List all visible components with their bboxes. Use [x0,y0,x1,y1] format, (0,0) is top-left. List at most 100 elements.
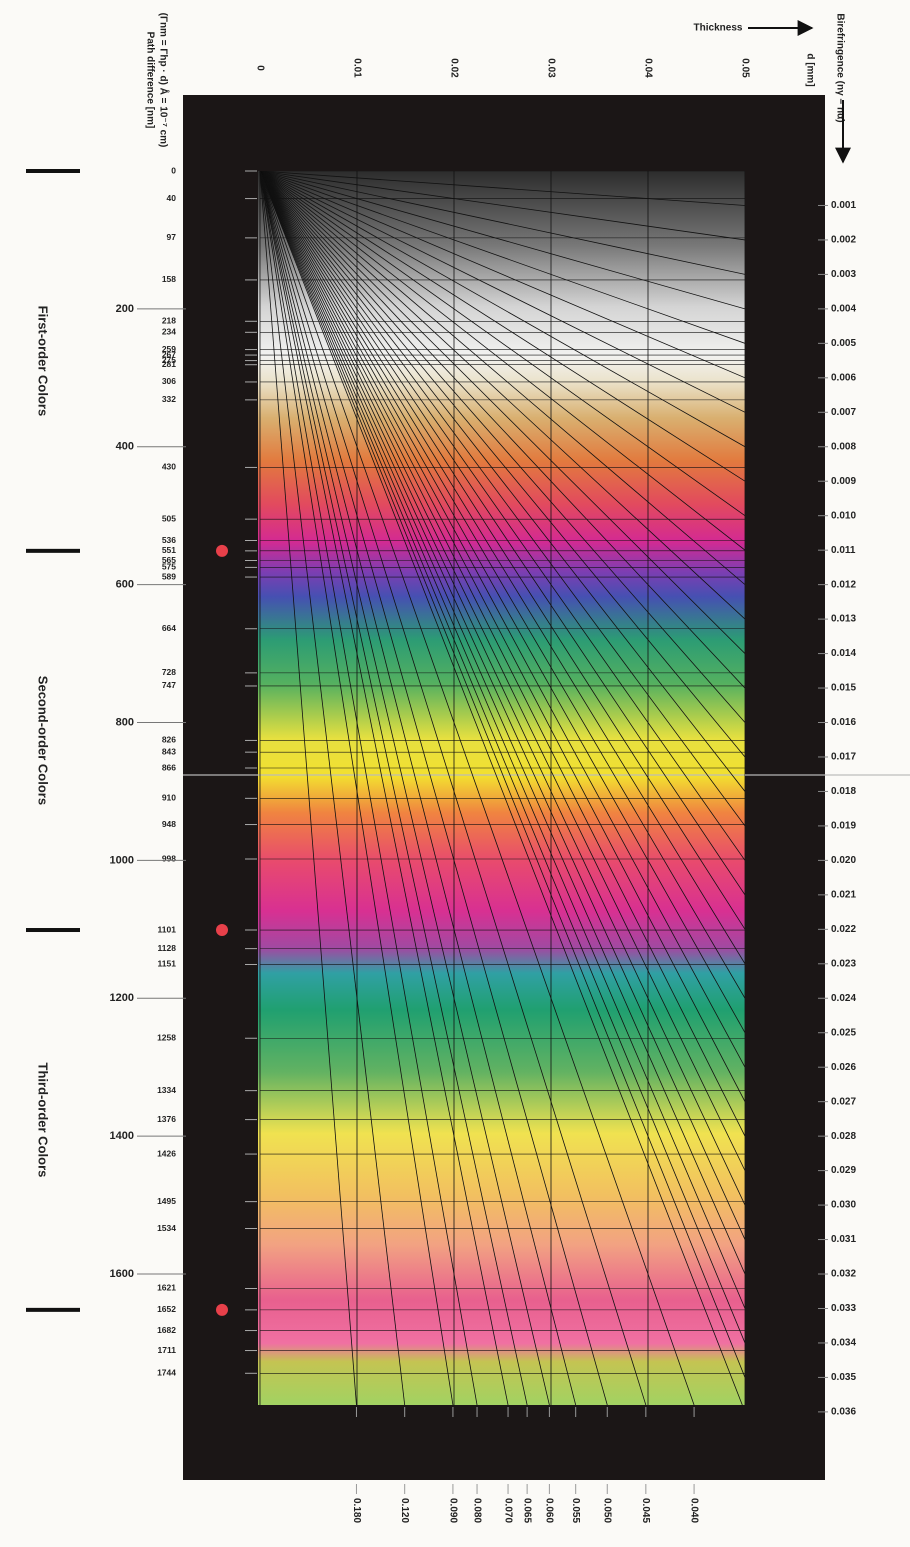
color-tick-label: 0 [171,165,176,175]
color-tick-label: 306 [162,376,176,386]
color-tick-label: 551 [162,545,176,555]
order-dot [216,924,228,936]
color-tick-label: 40 [167,193,177,203]
color-tick-label: 948 [162,819,176,829]
color-tick-label: 747 [162,680,176,690]
birefringence-bottom-label: 0.080 [471,1498,482,1523]
birefringence-tick-label: 0.001 [831,200,856,211]
birefringence-tick-label: 0.003 [831,269,856,280]
y-tick-label: 1000 [110,854,134,866]
color-tick-label: 536 [162,535,176,545]
birefringence-bottom-label: 0.120 [399,1498,410,1523]
birefringence-bottom-label: 0.060 [544,1498,555,1523]
color-tick-label: 97 [167,232,177,242]
birefringence-bottom-label: 0.040 [688,1498,699,1523]
x-label: Thickness [694,23,743,34]
x-tick-label: 0.04 [642,58,653,78]
y-tick-label: 600 [116,579,134,591]
order-bar [26,169,80,173]
color-tick-label: 281 [162,359,176,369]
order-label: First-order Colors [36,306,51,417]
color-tick-label: 910 [162,793,176,803]
birefringence-tick-label: 0.009 [831,476,856,487]
birefringence-tick-label: 0.020 [831,855,856,866]
birefringence-tick-label: 0.008 [831,441,856,452]
birefringence-tick-label: 0.024 [831,993,856,1004]
color-tick-label: 430 [162,462,176,472]
birefringence-bottom-label: 0.050 [602,1498,613,1523]
birefringence-tick-label: 0.019 [831,821,856,832]
chart: Thickness d [mm] Birefringence (nγ − nα)… [0,0,910,1547]
y-tick-label: 1400 [110,1130,134,1142]
x-unit-label: d [mm] [804,53,815,86]
color-tick-label: 1151 [158,959,177,969]
birefringence-tick-label: 0.011 [831,545,856,556]
birefringence-tick-label: 0.031 [831,1234,856,1245]
y-tick-label: 800 [116,716,134,728]
color-tick-label: 1621 [157,1283,176,1293]
birefringence-tick-label: 0.004 [831,304,856,315]
birefringence-tick-label: 0.032 [831,1269,856,1280]
birefringence-bottom-label: 0.090 [447,1498,458,1523]
birefringence-tick-label: 0.010 [831,510,856,521]
birefringence-tick-label: 0.033 [831,1303,856,1314]
order-bar [26,549,80,553]
birefringence-tick-label: 0.036 [831,1407,856,1418]
birefringence-tick-label: 0.016 [831,717,856,728]
color-tick-label: 332 [162,394,176,404]
color-tick-label: 1744 [157,1368,176,1378]
y-tick-label: 1600 [110,1268,134,1280]
birefringence-tick-label: 0.007 [831,407,856,418]
y-tick-label: 200 [116,303,134,315]
x-tick-label: 0.02 [448,58,459,78]
order-dot [216,1304,228,1316]
birefringence-tick-label: 0.006 [831,372,856,383]
color-tick-label: 234 [162,327,176,337]
birefringence-tick-label: 0.022 [831,924,856,935]
x-tick-label: 0.05 [739,58,750,78]
birefringence-tick-label: 0.026 [831,1062,856,1073]
birefringence-tick-label: 0.025 [831,1027,856,1038]
birefringence-bottom-label: 0.045 [640,1498,651,1523]
birefringence-tick-label: 0.023 [831,958,856,969]
birefringence-tick-label: 0.012 [831,579,856,590]
order-label: Third-order Colors [36,1063,51,1178]
color-tick-label: 1426 [157,1148,176,1158]
color-tick-label: 1682 [157,1325,176,1335]
y-label-note: (Γnm = Γhp · d) Å = 10⁻⁷ cm) [157,13,170,148]
color-tick-label: 1711 [158,1345,177,1355]
color-tick-label: 664 [162,623,176,633]
birefringence-tick-label: 0.013 [831,614,856,625]
birefringence-bottom-label: 0.065 [521,1498,532,1523]
birefringence-bottom-label: 0.180 [351,1498,362,1523]
birefringence-tick-label: 0.002 [831,235,856,246]
birefringence-tick-label: 0.035 [831,1372,856,1383]
birefringence-tick-label: 0.030 [831,1200,856,1211]
color-tick-label: 505 [162,513,176,523]
color-tick-label: 843 [162,746,176,756]
color-tick-label: 1652 [157,1304,176,1314]
order-bar [26,928,80,932]
color-tick-label: 1258 [157,1032,176,1042]
color-tick-label: 866 [162,762,176,772]
color-tick-label: 826 [162,735,176,745]
color-tick-label: 998 [162,853,176,863]
birefringence-tick-label: 0.027 [831,1096,856,1107]
birefringence-tick-label: 0.029 [831,1165,856,1176]
color-tick-label: 1376 [157,1114,176,1124]
birefringence-tick-label: 0.034 [831,1338,856,1349]
x-tick-label: 0.03 [545,58,556,78]
birefringence-tick-label: 0.028 [831,1131,856,1142]
birefringence-tick-label: 0.017 [831,752,856,763]
birefringence-tick-label: 0.014 [831,648,856,659]
x-tick-label: 0 [254,65,265,71]
color-tick-label: 218 [162,316,176,326]
birefringence-tick-label: 0.018 [831,786,856,797]
order-label: Second-order Colors [36,676,51,805]
birefringence-tick-label: 0.015 [831,683,856,694]
color-tick-label: 1495 [157,1196,176,1206]
birefringence-tick-label: 0.005 [831,338,856,349]
x-tick-label: 0.01 [351,58,362,78]
color-tick-label: 1534 [157,1223,176,1233]
y-tick-label: 400 [116,441,134,453]
